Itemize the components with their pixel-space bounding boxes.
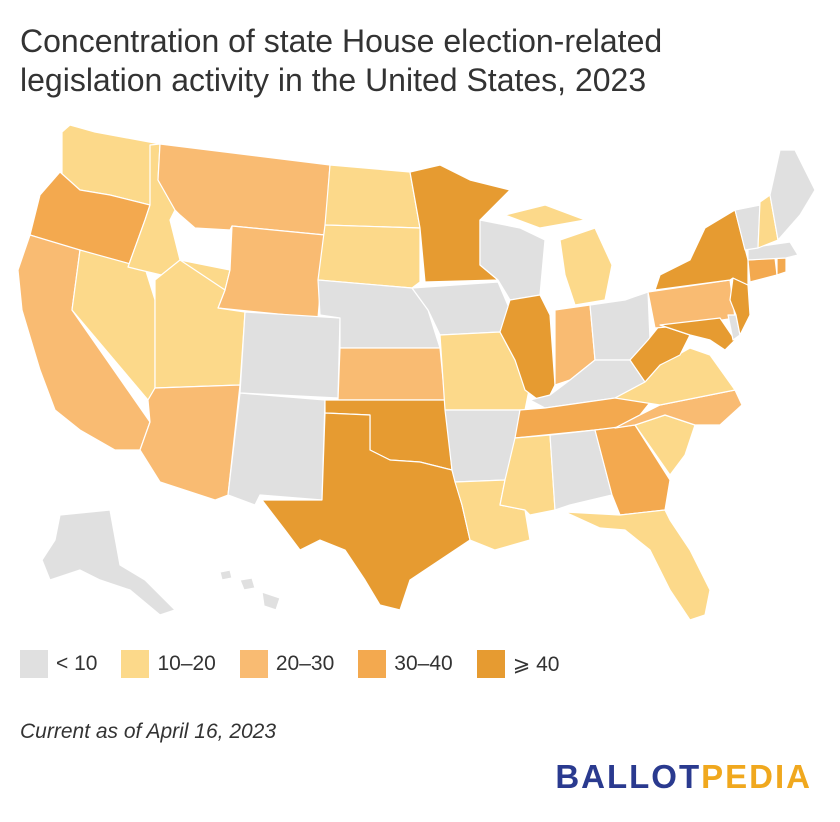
us-state-map (17, 124, 816, 621)
state-NY[interactable] (654, 209, 749, 291)
state-TX[interactable] (261, 412, 471, 611)
legend-label: 10–20 (157, 652, 216, 675)
state-HI[interactable] (219, 569, 281, 611)
state-AZ[interactable] (139, 384, 241, 501)
legend-item: 20–30 (239, 650, 335, 678)
state-AL[interactable] (549, 429, 613, 511)
state-CO[interactable] (239, 311, 341, 399)
state-AK[interactable] (41, 509, 176, 616)
state-MT[interactable] (157, 143, 331, 236)
legend-item: < 10 (20, 650, 97, 678)
state-RI[interactable] (776, 257, 787, 276)
legend-swatch (20, 650, 48, 678)
state-WV[interactable] (629, 324, 691, 383)
legend-item: 30–40 (358, 650, 453, 678)
state-NM[interactable] (227, 392, 326, 506)
logo-part-ballot: BALLOT (555, 758, 702, 795)
legend-item: ⩾ 40 (476, 650, 560, 678)
legend-label: ⩾ 40 (512, 652, 560, 676)
state-NC[interactable] (614, 389, 743, 429)
state-MD[interactable] (659, 317, 736, 351)
legend-label: 20–30 (275, 652, 335, 675)
date-note: Current as of April 16, 2023 (20, 720, 277, 743)
state-KS[interactable] (337, 347, 446, 401)
legend-swatch (358, 650, 387, 678)
legend-swatch (239, 650, 268, 678)
state-WY[interactable] (217, 225, 326, 319)
ballotpedia-logo[interactable]: BALLOTPEDIA (555, 758, 812, 796)
legend-swatch (121, 650, 150, 678)
legend-swatch (476, 650, 505, 678)
legend-label: 30–40 (394, 652, 453, 675)
state-SD[interactable] (317, 224, 421, 289)
legend-label: < 10 (56, 652, 98, 675)
chart-title: Concentration of state House election-re… (20, 23, 663, 98)
state-MI[interactable] (504, 204, 613, 306)
state-CT[interactable] (747, 257, 778, 283)
state-ME[interactable] (769, 149, 816, 241)
logo-part-pedia: PEDIA (701, 758, 812, 795)
state-ND[interactable] (324, 164, 421, 229)
state-FL[interactable] (564, 509, 711, 621)
legend-item: 10–20 (121, 650, 216, 678)
map-legend: < 10 10–20 20–30 30–40 ⩾ 40 (20, 650, 583, 678)
